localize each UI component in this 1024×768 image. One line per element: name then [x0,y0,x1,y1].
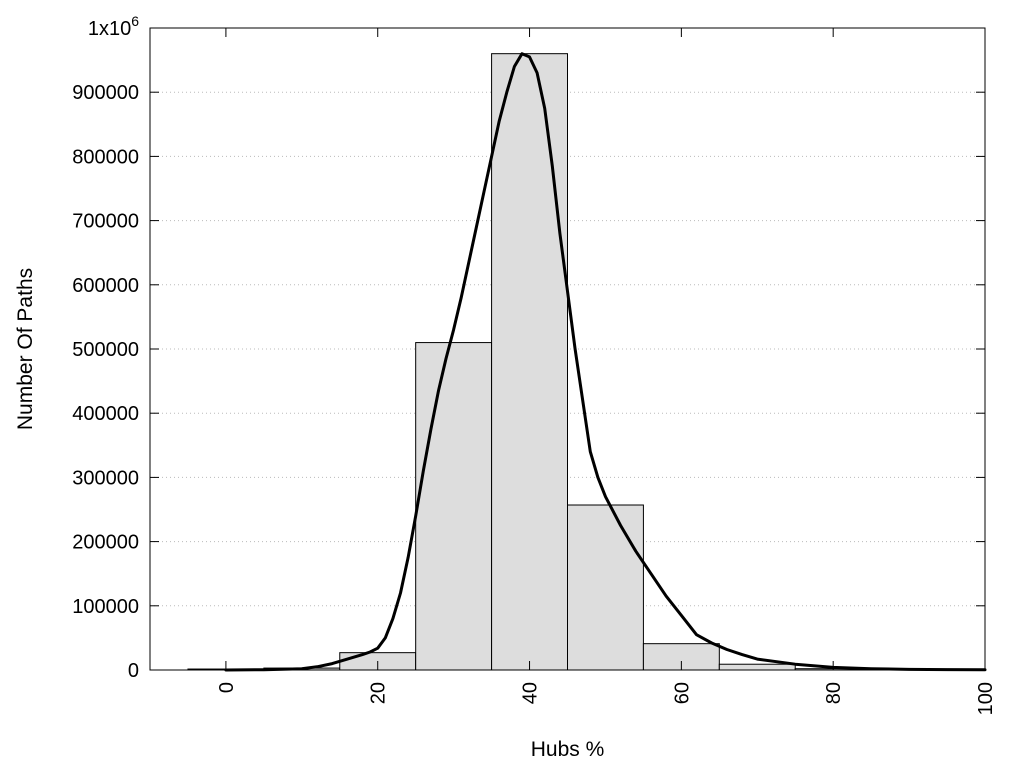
y-tick-label: 800000 [72,146,139,168]
x-tick-label: 0 [216,682,238,693]
y-top-label-exponent: 6 [131,13,139,29]
x-axis-title: Hubs % [531,738,605,761]
y-tick-label: 700000 [72,211,139,233]
histogram-bar [718,663,796,671]
y-tick-label: 900000 [72,82,139,104]
y-tick-label: 300000 [72,467,139,489]
x-tick-label: 20 [368,682,390,704]
curve-layer [224,52,987,672]
labels-layer: 0 100000 200000 300000 400000 500000 600000 700… [72,82,997,715]
y-tick-label: 200000 [72,532,139,554]
x-tick-label: 40 [520,682,542,704]
y-axis-title: Number Of Paths [14,268,37,430]
x-tick-label: 80 [823,682,845,704]
y-axis-top-label: 1x106 [88,13,139,40]
bars-layer [187,53,948,671]
ticks-layer [150,28,986,671]
y-tick-label: 600000 [72,275,139,297]
y-top-label-base: 1x10 [88,18,131,40]
y-tick-label: 100000 [72,596,139,618]
x-tick-label: 60 [671,682,693,704]
histogram-bar [491,53,568,671]
histogram-bar [567,504,644,671]
y-tick-label: 500000 [72,339,139,361]
histogram-bar [415,342,493,671]
y-tick-label: 0 [128,660,139,682]
x-tick-label: 100 [975,682,997,715]
distribution-curve [224,52,987,672]
y-tick-label: 400000 [72,403,139,425]
